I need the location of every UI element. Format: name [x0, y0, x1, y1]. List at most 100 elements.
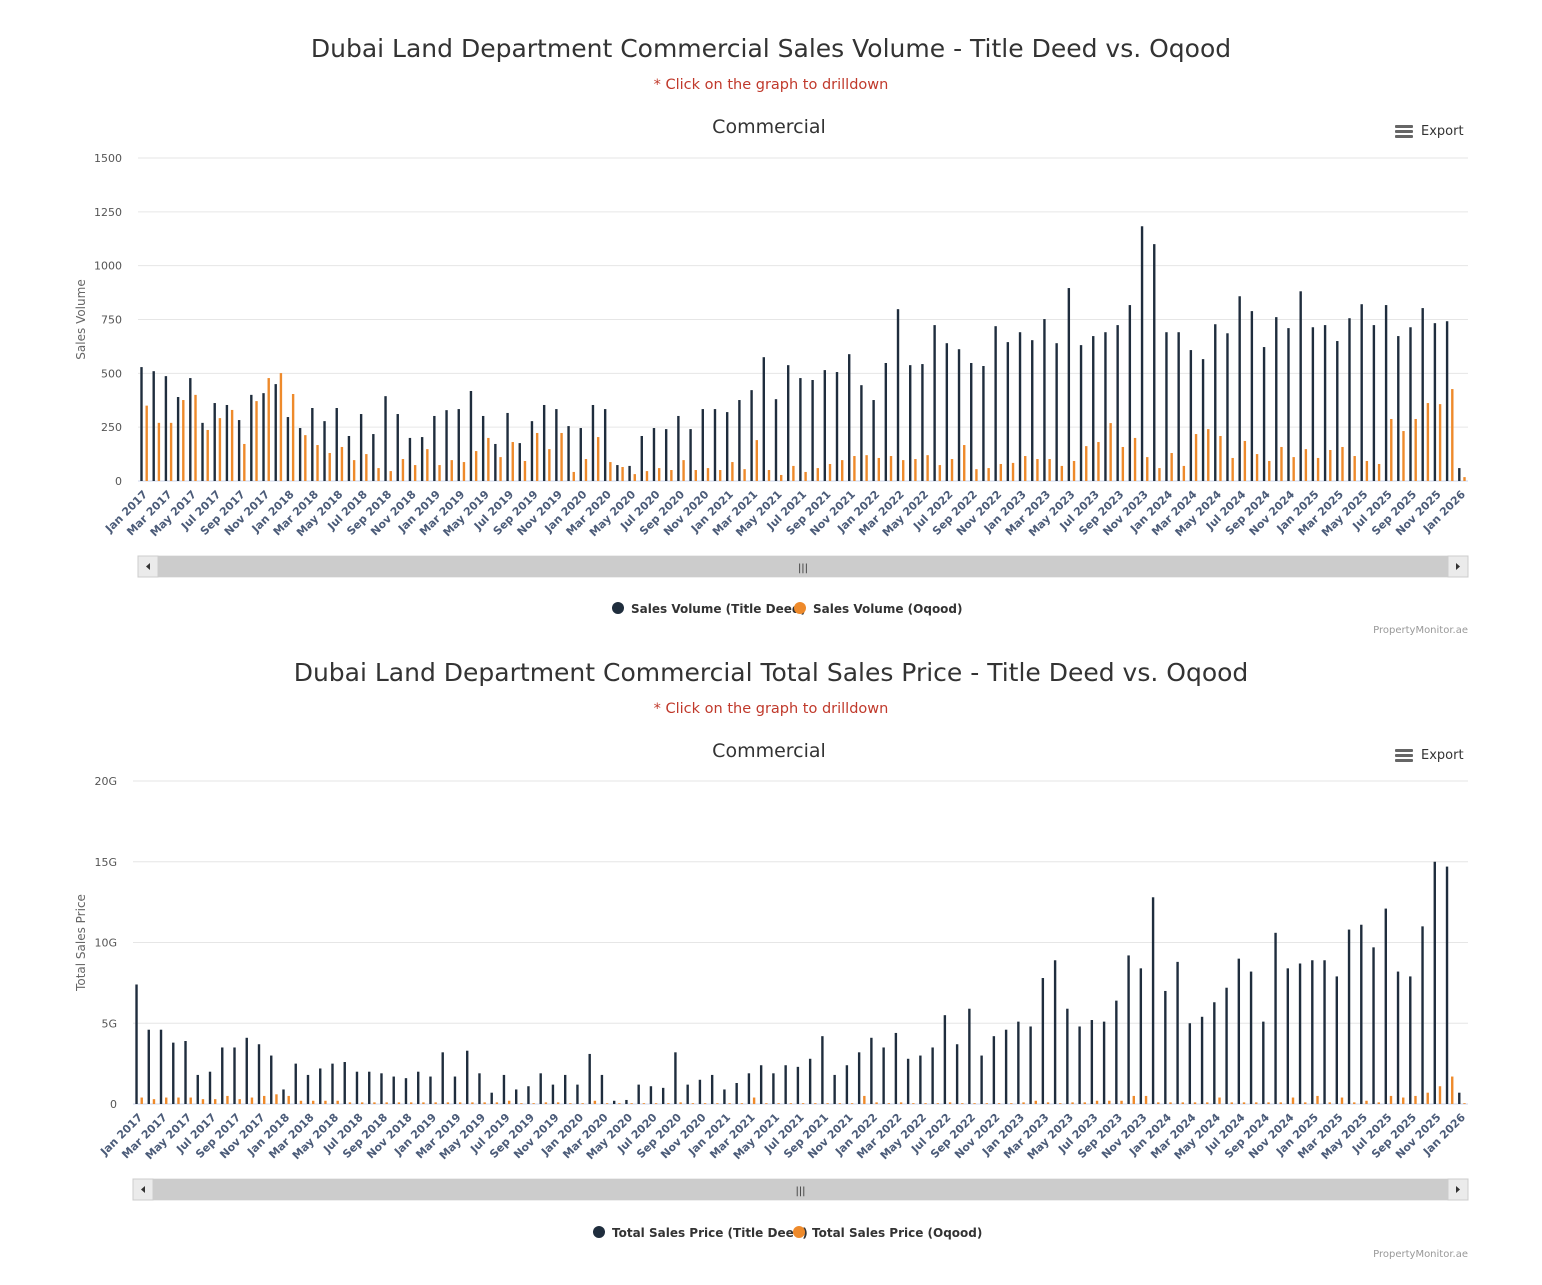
bar-oqood[interactable]	[1158, 468, 1161, 481]
bar-title-deed[interactable]	[257, 1044, 261, 1104]
bar-title-deed[interactable]	[417, 1071, 420, 1104]
bar-title-deed[interactable]	[481, 415, 485, 481]
bar-oqood[interactable]	[1182, 465, 1186, 481]
scrollbar-thumb[interactable]	[158, 556, 1448, 577]
bar-oqood[interactable]	[752, 1097, 756, 1104]
bar-title-deed[interactable]	[640, 435, 643, 481]
bar-oqood[interactable]	[740, 1103, 744, 1104]
bar-oqood[interactable]	[670, 470, 673, 481]
bar-title-deed[interactable]	[750, 390, 753, 481]
bar-title-deed[interactable]	[882, 1047, 885, 1104]
bar-oqood[interactable]	[841, 460, 844, 481]
bar-oqood[interactable]	[1426, 403, 1430, 481]
bar-oqood[interactable]	[731, 462, 734, 481]
bar-title-deed[interactable]	[674, 1052, 677, 1104]
bar-oqood[interactable]	[1463, 477, 1466, 481]
bar-oqood[interactable]	[548, 449, 551, 481]
bar-oqood[interactable]	[409, 1102, 413, 1104]
bar-title-deed[interactable]	[774, 399, 778, 481]
bar-title-deed[interactable]	[237, 420, 241, 481]
bar-title-deed[interactable]	[786, 365, 790, 481]
bar-title-deed[interactable]	[380, 1073, 383, 1104]
bar-title-deed[interactable]	[233, 1047, 236, 1104]
bar-oqood[interactable]	[1414, 418, 1417, 481]
bar-oqood[interactable]	[679, 1102, 682, 1104]
bar-title-deed[interactable]	[968, 1008, 971, 1104]
bar-oqood[interactable]	[581, 1103, 584, 1104]
bar-oqood[interactable]	[642, 1103, 646, 1104]
bar-oqood[interactable]	[1157, 1102, 1160, 1104]
bar-title-deed[interactable]	[1336, 341, 1339, 481]
bar-title-deed[interactable]	[921, 364, 924, 481]
bar-oqood[interactable]	[316, 445, 319, 481]
bar-title-deed[interactable]	[1311, 327, 1315, 481]
bar-title-deed[interactable]	[1433, 323, 1437, 481]
bar-oqood[interactable]	[645, 471, 649, 481]
bar-title-deed[interactable]	[530, 421, 534, 481]
bar-oqood[interactable]	[279, 373, 283, 481]
bar-title-deed[interactable]	[1153, 244, 1156, 481]
bar-title-deed[interactable]	[943, 1015, 947, 1104]
bar-oqood[interactable]	[1060, 465, 1064, 481]
bar-oqood[interactable]	[1207, 429, 1210, 481]
bar-title-deed[interactable]	[713, 409, 717, 481]
bar-oqood[interactable]	[535, 432, 539, 481]
bar-oqood[interactable]	[1048, 459, 1051, 481]
bar-title-deed[interactable]	[469, 390, 473, 481]
bar-oqood[interactable]	[961, 1103, 964, 1104]
bar-oqood[interactable]	[165, 1097, 168, 1104]
bar-oqood[interactable]	[593, 1100, 597, 1104]
bar-oqood[interactable]	[275, 1094, 278, 1104]
bar-oqood[interactable]	[1181, 1102, 1184, 1104]
bar-title-deed[interactable]	[1017, 1021, 1020, 1104]
bar-title-deed[interactable]	[857, 1052, 861, 1104]
bar-title-deed[interactable]	[808, 1058, 812, 1104]
bar-title-deed[interactable]	[994, 326, 997, 481]
bar-title-deed[interactable]	[1006, 342, 1010, 481]
bar-title-deed[interactable]	[208, 1071, 212, 1104]
bar-oqood[interactable]	[633, 474, 636, 481]
bar-title-deed[interactable]	[294, 1063, 297, 1104]
bar-oqood[interactable]	[263, 1095, 266, 1104]
bar-title-deed[interactable]	[1421, 308, 1424, 481]
bar-oqood[interactable]	[569, 1103, 572, 1104]
bar-oqood[interactable]	[214, 1099, 217, 1104]
bar-oqood[interactable]	[389, 471, 392, 481]
bar-oqood[interactable]	[682, 460, 685, 481]
bar-title-deed[interactable]	[701, 409, 704, 481]
bar-oqood[interactable]	[360, 1102, 364, 1104]
bar-oqood[interactable]	[850, 1103, 854, 1104]
bar-title-deed[interactable]	[152, 371, 155, 481]
bar-title-deed[interactable]	[1238, 296, 1241, 481]
bar-title-deed[interactable]	[579, 428, 582, 481]
bar-oqood[interactable]	[1255, 454, 1259, 481]
bar-oqood[interactable]	[169, 422, 173, 481]
bar-title-deed[interactable]	[1360, 924, 1363, 1104]
bar-title-deed[interactable]	[1286, 968, 1290, 1104]
bar-oqood[interactable]	[657, 468, 661, 481]
bar-oqood[interactable]	[1144, 1095, 1148, 1104]
bar-title-deed[interactable]	[1079, 345, 1083, 481]
bar-title-deed[interactable]	[539, 1073, 542, 1104]
bar-title-deed[interactable]	[140, 367, 143, 481]
bar-oqood[interactable]	[385, 1102, 388, 1104]
bar-oqood[interactable]	[1341, 446, 1344, 481]
export-button[interactable]: Export	[1395, 748, 1464, 763]
bar-oqood[interactable]	[544, 1102, 548, 1104]
bar-title-deed[interactable]	[551, 1084, 555, 1104]
bar-title-deed[interactable]	[518, 443, 521, 481]
bar-title-deed[interactable]	[870, 1037, 873, 1104]
bar-title-deed[interactable]	[306, 1074, 310, 1104]
bar-oqood[interactable]	[520, 1103, 523, 1104]
bar-oqood[interactable]	[243, 443, 246, 481]
bar-oqood[interactable]	[1083, 1102, 1086, 1104]
legend-item[interactable]: Sales Volume (Oqood)	[794, 602, 963, 616]
bar-title-deed[interactable]	[625, 1099, 628, 1104]
bar-title-deed[interactable]	[1335, 976, 1338, 1104]
bar-title-deed[interactable]	[860, 385, 863, 481]
bar-oqood[interactable]	[328, 453, 331, 481]
bar-title-deed[interactable]	[649, 1086, 653, 1104]
bar-oqood[interactable]	[487, 437, 490, 481]
